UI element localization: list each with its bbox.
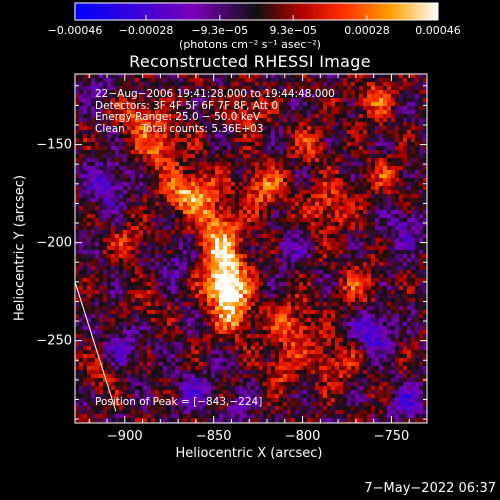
colorbar-ticks	[74, 15, 439, 20]
colorbar-unit-label: (photons cm⁻² s⁻¹ asec⁻²)	[179, 38, 321, 51]
y-tick-label: −250	[36, 333, 72, 349]
info-line-energy: Energy Range: 25.0 − 50.0 keV	[95, 111, 261, 123]
x-tick-label: −800	[284, 429, 321, 444]
x-tick-label: −850	[195, 429, 232, 444]
heatmap-image	[75, 74, 427, 423]
plot-frame	[74, 73, 428, 424]
colorbar-tick-label: 0.00046	[415, 24, 461, 37]
peak-marker-line	[74, 281, 117, 412]
y-tick-label: −200	[36, 235, 72, 251]
y-tick-label: −150	[36, 137, 72, 153]
chart-title: Reconstructed RHESSI Image	[129, 52, 371, 71]
colorbar-tick-label: −0.00046	[47, 24, 103, 37]
x-axis-label: Heliocentric X (arcsec)	[175, 446, 323, 461]
colorbar-tick-label: −0.00028	[118, 24, 174, 37]
peak-position-label: Position of Peak = [−843,−224]	[95, 396, 263, 408]
axis-ticks	[75, 74, 428, 423]
info-line-clean: Clean Total counts: 5.36E+03	[95, 122, 264, 135]
colorbar-tick-label: −9.3e−05	[191, 24, 249, 37]
colorbar-tick-label: 9.3e−05	[269, 24, 317, 37]
colorbar	[74, 2, 439, 21]
y-axis-label: Heliocentric Y (arcsec)	[12, 175, 28, 321]
x-tick-label: −900	[106, 429, 143, 444]
colorbar-tick-label: 0.00028	[344, 24, 390, 37]
timestamp: 7−May−2022 06:37	[364, 481, 496, 496]
x-tick-label: −750	[373, 429, 410, 444]
info-line-time: 22−Aug−2006 19:41:28.000 to 19:44:48.000	[95, 88, 335, 100]
info-line-detectors: Detectors: 3F 4F 5F 6F 7F 8F, Att 0	[95, 99, 279, 112]
